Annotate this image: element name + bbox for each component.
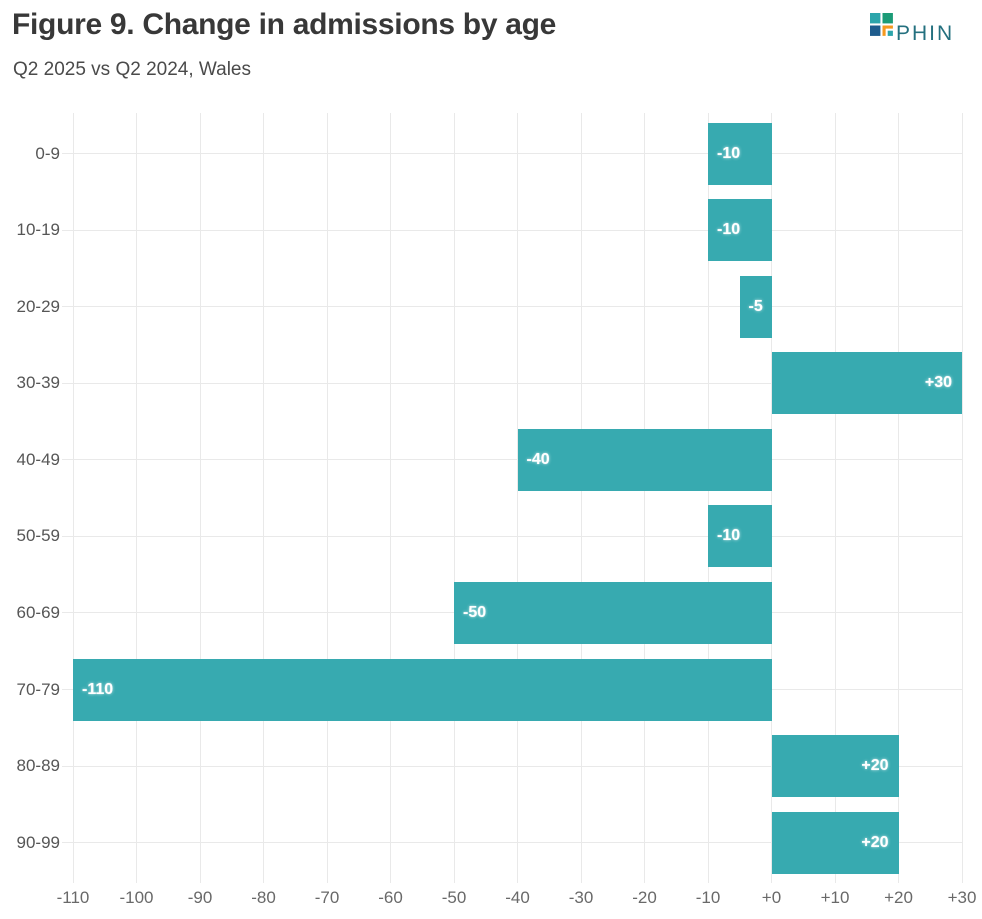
chart-title: Figure 9. Change in admissions by age xyxy=(12,8,557,41)
y-axis-label: 30-39 xyxy=(16,373,60,393)
x-axis-label: +10 xyxy=(820,888,850,907)
grid-line-vertical xyxy=(72,113,74,883)
bar-value-label: -110 xyxy=(82,680,114,698)
phin-logo: PHIN xyxy=(870,13,962,47)
bar-value-label: -10 xyxy=(717,221,741,239)
grid-line-vertical xyxy=(199,113,201,883)
grid-line-vertical xyxy=(453,113,455,883)
grid-line-horizontal xyxy=(62,459,962,461)
grid-line-vertical xyxy=(136,113,137,883)
x-axis-label: +0 xyxy=(761,888,782,907)
bar-10-19: -10 xyxy=(708,199,772,262)
bar-60-69: -50 xyxy=(454,581,772,644)
grid-line-vertical xyxy=(580,113,582,883)
grid-line-horizontal xyxy=(62,229,962,231)
bar-value-label: -10 xyxy=(717,527,741,545)
y-axis-label: 40-49 xyxy=(16,449,60,469)
grid-line-vertical xyxy=(961,113,963,883)
grid-line-horizontal xyxy=(62,842,962,844)
grid-line-vertical xyxy=(263,113,264,883)
bar-80-89: +20 xyxy=(771,735,899,798)
bar-20-29: -5 xyxy=(739,275,772,338)
grid-line-vertical xyxy=(771,113,772,883)
grid-line-vertical xyxy=(644,113,645,883)
x-axis-label: -60 xyxy=(378,888,403,907)
x-axis-label: -100 xyxy=(119,888,154,907)
grid-line-vertical xyxy=(834,113,836,883)
x-axis-label: -50 xyxy=(441,888,467,907)
y-axis-label: 70-79 xyxy=(16,679,60,699)
x-axis-label: -20 xyxy=(632,888,657,907)
y-axis-label: 20-29 xyxy=(16,296,60,316)
grid-line-horizontal xyxy=(62,382,962,384)
bar-90-99: +20 xyxy=(771,811,899,874)
y-axis-label: 10-19 xyxy=(16,220,60,240)
x-axis-label: +20 xyxy=(884,888,913,907)
bar-value-label: -40 xyxy=(526,450,550,468)
bar-value-label: +30 xyxy=(924,374,952,392)
x-axis-label: -110 xyxy=(56,888,90,907)
y-axis-label: 60-69 xyxy=(16,602,60,622)
x-axis-label: -30 xyxy=(568,888,594,907)
x-axis-label: -10 xyxy=(695,888,721,907)
bar-30-39: +30 xyxy=(771,352,962,415)
grid-line-vertical xyxy=(517,113,518,883)
bar-value-label: +20 xyxy=(861,833,889,851)
x-axis-label: -90 xyxy=(187,888,213,907)
bar-value-label: -50 xyxy=(463,603,487,621)
y-axis-label: 50-59 xyxy=(16,526,60,546)
grid-line-vertical xyxy=(707,113,709,883)
bar-value-label: +20 xyxy=(861,757,889,775)
bar-0-9: -10 xyxy=(708,122,772,185)
grid-line-horizontal xyxy=(62,765,962,767)
grid-line-horizontal xyxy=(62,535,962,537)
bar-value-label: -10 xyxy=(717,144,741,162)
x-axis-label: -80 xyxy=(251,888,276,907)
y-axis-label: 0-9 xyxy=(35,143,60,163)
chart-subtitle: Q2 2025 vs Q2 2024, Wales xyxy=(13,59,251,80)
grid-line-vertical xyxy=(898,113,899,883)
y-axis-label: 90-99 xyxy=(16,832,60,852)
bar-40-49: -40 xyxy=(517,428,772,491)
bar-50-59: -10 xyxy=(708,505,772,568)
grid-line-horizontal xyxy=(62,153,962,154)
y-axis-label: 80-89 xyxy=(16,756,60,776)
grid-line-horizontal xyxy=(62,306,962,308)
bar-value-label: -5 xyxy=(748,297,763,315)
grid-line-vertical xyxy=(326,113,328,883)
x-axis-label: -40 xyxy=(505,888,530,907)
grid-line-vertical xyxy=(390,113,391,883)
x-axis-label: -70 xyxy=(314,888,340,907)
x-axis-label: +30 xyxy=(947,888,977,907)
bar-70-79: -110 xyxy=(73,658,772,721)
phin-logo-text: PHIN xyxy=(896,22,955,45)
